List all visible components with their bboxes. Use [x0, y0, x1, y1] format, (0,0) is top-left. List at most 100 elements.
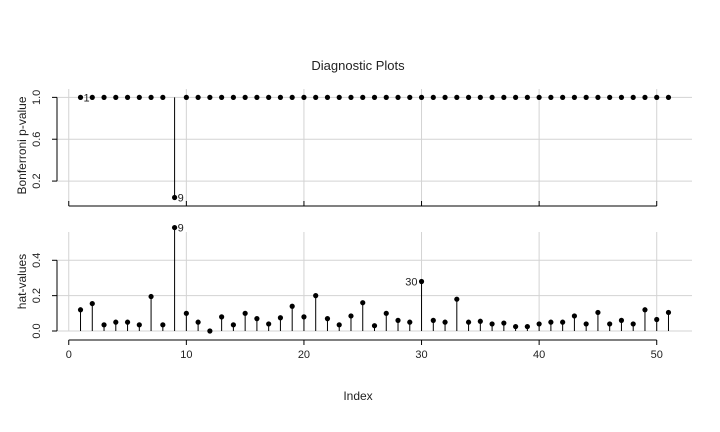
data-point [230, 94, 236, 100]
data-point [583, 94, 589, 100]
data-point [407, 319, 413, 325]
data-point [207, 94, 213, 100]
data-point [618, 94, 625, 100]
data-point [383, 94, 389, 100]
data-point [642, 94, 648, 100]
data-point [348, 313, 354, 319]
point-annotation: 9 [178, 223, 184, 235]
data-point [301, 94, 307, 100]
y-tick-label: 0.2 [31, 288, 43, 303]
data-point [207, 328, 213, 334]
data-point [477, 318, 483, 324]
chart-title: Diagnostic Plots [311, 58, 405, 73]
data-point [489, 321, 495, 327]
data-point [77, 94, 84, 100]
data-point [254, 94, 260, 100]
y-tick-label: 1.0 [31, 90, 43, 105]
x-tick-label: 40 [533, 349, 545, 361]
data-point [607, 321, 613, 327]
data-point [501, 94, 507, 100]
data-point [89, 94, 95, 100]
data-point [336, 322, 342, 328]
data-point [442, 94, 448, 100]
y-tick-label: 0.4 [31, 253, 43, 268]
data-point [642, 307, 648, 313]
point-annotation: 9 [178, 193, 184, 205]
data-point [230, 322, 236, 328]
x-tick-label: 30 [415, 349, 427, 361]
data-point [136, 94, 142, 100]
data-point [536, 94, 542, 100]
data-point [560, 94, 566, 100]
data-point [665, 309, 672, 316]
data-point [430, 94, 436, 100]
data-point [160, 322, 166, 328]
data-point [313, 293, 319, 299]
data-point [583, 321, 589, 327]
data-point [513, 94, 519, 100]
data-point [124, 94, 131, 100]
data-point [665, 94, 672, 100]
data-point [113, 94, 119, 100]
x-axis: 0 10 20 30 40 50 [66, 339, 663, 361]
point-annotation: 30 [405, 277, 417, 289]
data-point [277, 315, 284, 321]
y-axis-label: hat-values [15, 254, 29, 309]
data-point [489, 94, 495, 100]
data-point [571, 313, 578, 319]
data-point [289, 94, 295, 100]
data-point [477, 94, 483, 100]
x-tick-label: 20 [298, 349, 310, 361]
data-point [371, 323, 378, 329]
data-point [313, 94, 319, 100]
data-point [395, 94, 401, 100]
data-point [301, 314, 307, 320]
data-point [124, 319, 131, 325]
data-point [77, 307, 84, 313]
data-point [595, 94, 601, 100]
data-point [454, 296, 460, 302]
data-point [360, 300, 366, 306]
data-point [136, 322, 142, 328]
data-point [454, 94, 460, 100]
data-point [89, 300, 95, 307]
data-point [266, 321, 272, 327]
data-point [630, 321, 636, 327]
data-point [407, 94, 413, 100]
data-point [360, 94, 366, 100]
data-point [654, 94, 660, 100]
data-point [654, 316, 660, 323]
data-point [183, 310, 189, 316]
data-point [465, 319, 472, 325]
data-point [524, 94, 530, 100]
x-tick-label: 10 [180, 349, 192, 361]
data-point [171, 224, 178, 231]
data-point [442, 319, 448, 325]
data-point [183, 94, 189, 100]
data-point [148, 94, 154, 100]
data-point [336, 94, 342, 100]
data-point [548, 319, 554, 325]
data-point [513, 323, 519, 330]
data-point [324, 94, 331, 100]
data-point [195, 94, 201, 100]
data-point [148, 293, 154, 300]
data-point [101, 94, 107, 100]
data-point [324, 316, 331, 322]
data-point [418, 278, 425, 285]
data-point [254, 316, 260, 322]
data-point [348, 94, 354, 100]
data-point [101, 322, 107, 328]
data-point [219, 314, 225, 320]
data-point [113, 319, 119, 325]
x-tick-label: 0 [66, 349, 72, 361]
data-point [430, 317, 436, 323]
data-point [560, 319, 566, 325]
data-point [501, 320, 507, 326]
x-axis-label: Index [343, 389, 372, 403]
data-point [160, 94, 166, 100]
y-tick-label: 0.2 [31, 173, 43, 188]
data-point [630, 94, 636, 100]
